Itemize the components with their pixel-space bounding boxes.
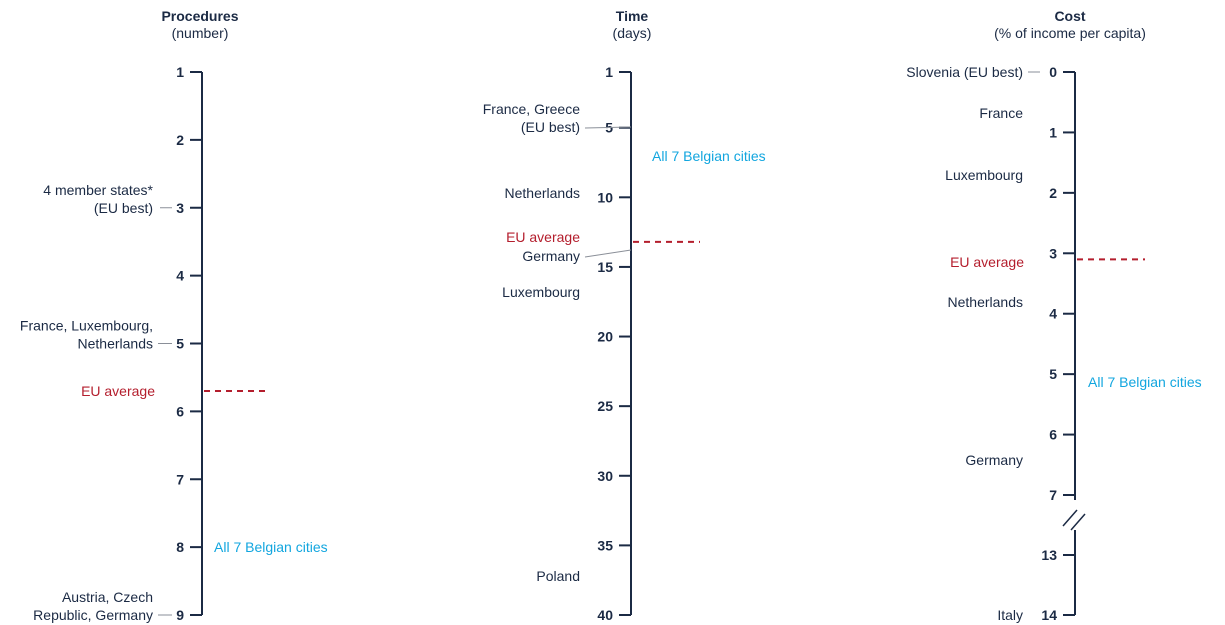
time-label-leader — [584, 249, 632, 258]
procedures-tick-label: 5 — [176, 336, 184, 352]
procedures-tick-label: 1 — [176, 64, 184, 80]
time-country-label: Luxembourg — [502, 284, 580, 300]
time-country-label: Poland — [536, 568, 580, 584]
cost-axis-break-mark — [1070, 513, 1086, 531]
cost-country-label: Slovenia (EU best) — [906, 64, 1023, 80]
cost-tick-label: 5 — [1049, 366, 1057, 382]
cost-country-label: France — [979, 105, 1023, 121]
time-eu-average-label: EU average — [506, 229, 580, 245]
time-country-label: (EU best) — [521, 119, 580, 135]
cost-tick-label: 1 — [1049, 124, 1057, 140]
cost-eu-average-label: EU average — [950, 254, 1024, 270]
cost-axis-break-mark — [1062, 509, 1078, 527]
cost-country-label: Netherlands — [948, 294, 1024, 310]
time-country-label: Germany — [522, 248, 580, 264]
time-country-label: Netherlands — [505, 185, 581, 201]
cost-title: Cost — [1054, 8, 1086, 24]
cost-country-label: Luxembourg — [945, 167, 1023, 183]
procedures-country-label: (EU best) — [94, 200, 153, 216]
time-tick-label: 40 — [597, 607, 613, 623]
time-tick-label: 30 — [597, 468, 613, 484]
cost-tick-label: 2 — [1049, 185, 1057, 201]
cost-tick-label: 3 — [1049, 245, 1057, 261]
procedures-country-label: France, Luxembourg, — [20, 318, 153, 334]
procedures-title-block: Procedures (number) — [115, 8, 285, 42]
time-belgian-cities-label: All 7 Belgian cities — [652, 148, 766, 164]
cost-title-block: Cost (% of income per capita) — [960, 8, 1180, 42]
cost-tick-label: 4 — [1049, 306, 1057, 322]
procedures-tick-label: 7 — [176, 471, 184, 487]
time-country-label: France, Greece — [483, 101, 580, 117]
cost-tick-label: 7 — [1049, 487, 1057, 503]
procedures-eu-average-label: EU average — [81, 383, 155, 399]
procedures-tick-label: 3 — [176, 200, 184, 216]
time-title: Time — [615, 8, 649, 24]
procedures-country-label: Austria, Czech — [62, 589, 153, 605]
procedures-tick-label: 6 — [176, 403, 184, 419]
time-tick-label: 35 — [597, 537, 613, 553]
time-tick-label: 15 — [597, 259, 613, 275]
time-tick-label: 25 — [597, 398, 613, 414]
time-tick-label: 1 — [605, 64, 613, 80]
procedures-tick-label: 9 — [176, 607, 184, 623]
cost-subtitle: (% of income per capita) — [994, 25, 1146, 41]
time-title-block: Time (days) — [537, 8, 727, 42]
procedures-country-label: 4 member states* — [43, 182, 153, 198]
procedures-title: Procedures — [161, 8, 239, 24]
time-label-leader — [584, 126, 632, 129]
procedures-tick-label: 4 — [176, 268, 184, 284]
procedures-tick-label: 2 — [176, 132, 184, 148]
procedures-country-label: Republic, Germany — [33, 607, 153, 623]
cost-tick-label: 13 — [1041, 547, 1057, 563]
procedures-belgian-cities-label: All 7 Belgian cities — [214, 539, 328, 555]
time-tick-label: 10 — [597, 189, 613, 205]
cost-country-label: Germany — [965, 452, 1023, 468]
cost-tick-label: 6 — [1049, 427, 1057, 443]
cost-tick-label: 14 — [1041, 607, 1057, 623]
cost-country-label: Italy — [997, 607, 1023, 623]
time-tick-label: 20 — [597, 329, 613, 345]
cost-tick-label: 0 — [1049, 64, 1057, 80]
procedures-country-label: Netherlands — [78, 336, 154, 352]
time-subtitle: (days) — [612, 25, 652, 41]
procedures-tick-label: 8 — [176, 539, 184, 555]
procedures-subtitle: (number) — [171, 25, 229, 41]
cost-belgian-cities-label: All 7 Belgian cities — [1088, 374, 1202, 390]
